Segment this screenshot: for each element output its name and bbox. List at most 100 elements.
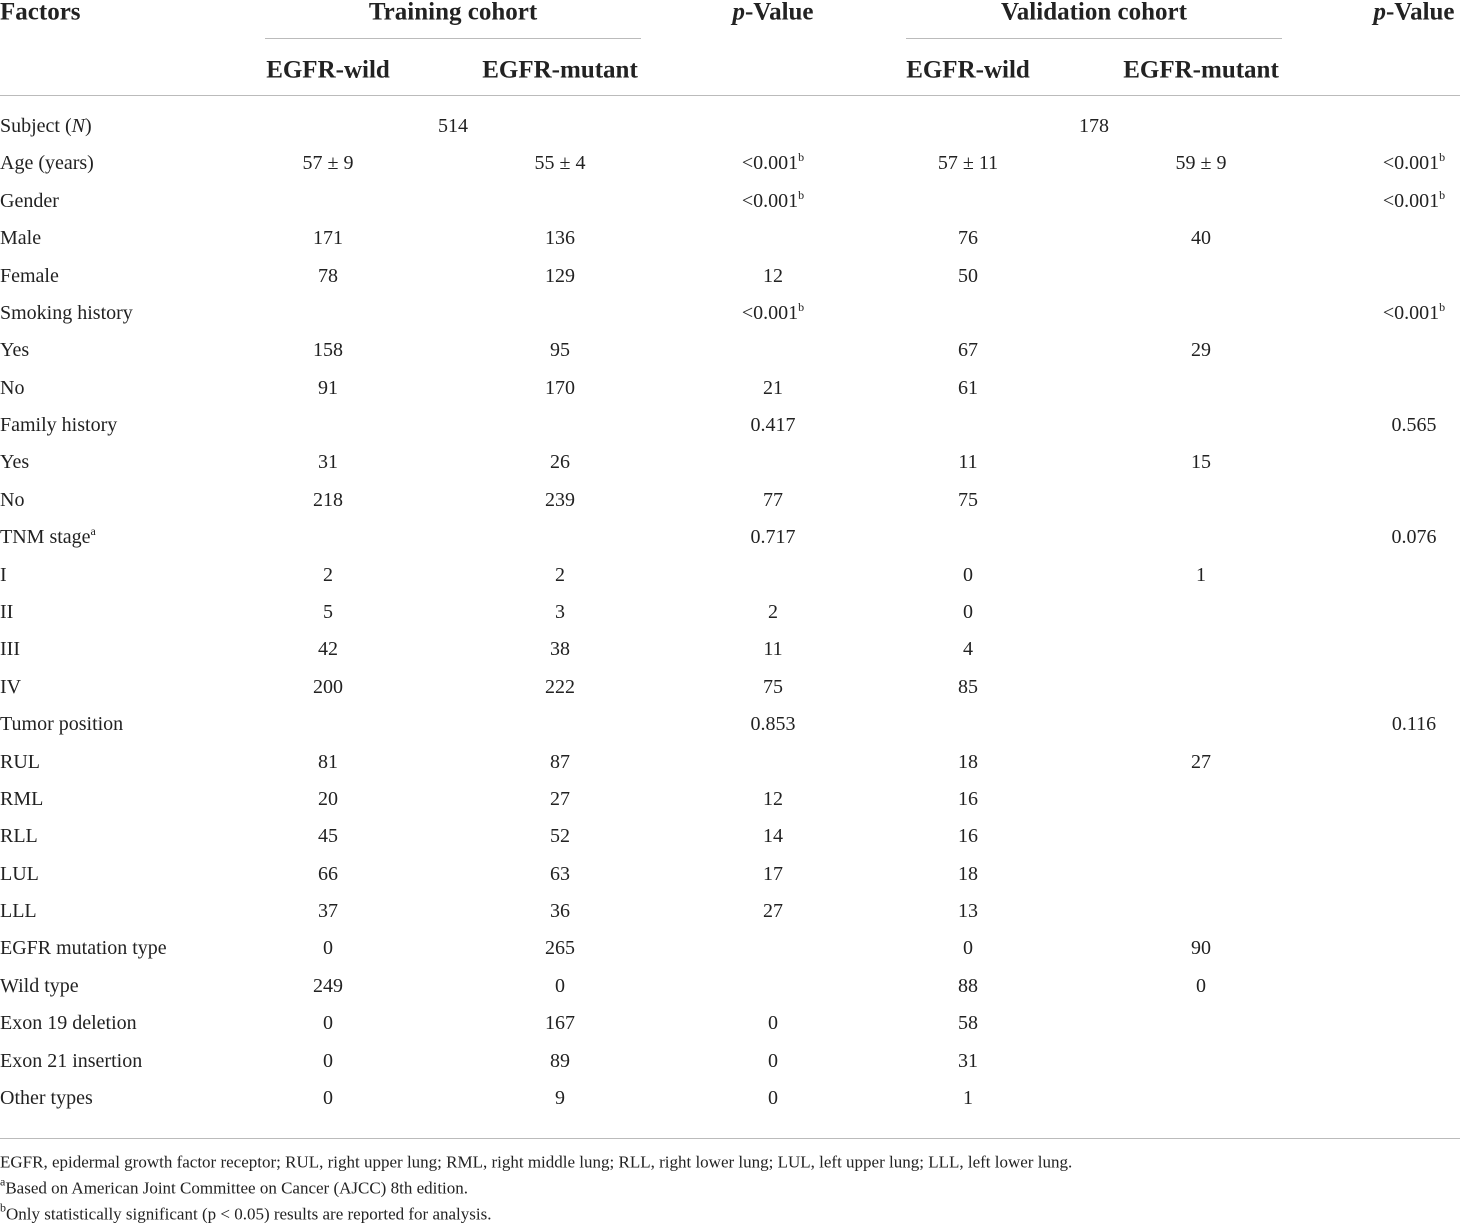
superscript: a bbox=[0, 1174, 6, 1189]
cell: <0.001b bbox=[1382, 150, 1446, 175]
row-label: Other types bbox=[0, 1087, 93, 1109]
header-cell: Validation cohort bbox=[1001, 0, 1187, 26]
row-label: No bbox=[0, 488, 25, 511]
cell: 0.853 bbox=[750, 713, 796, 736]
text: <0.001 bbox=[1382, 152, 1440, 175]
row-label: Exon 19 deletion bbox=[0, 1012, 137, 1035]
cell: 15 bbox=[1191, 451, 1211, 474]
text: EGFR, epidermal growth factor receptor; … bbox=[0, 1152, 1073, 1172]
cell: 0 bbox=[323, 1049, 333, 1072]
cell: 85 bbox=[958, 675, 978, 698]
cell: 75 bbox=[763, 675, 783, 698]
row-label: RLL bbox=[0, 825, 38, 848]
cell: 222 bbox=[545, 675, 575, 698]
cell: 12 bbox=[763, 264, 783, 287]
cell: <0.001b bbox=[741, 187, 805, 212]
header-cell: Training cohort bbox=[368, 0, 538, 26]
row-label: II bbox=[0, 601, 14, 623]
cell: 76 bbox=[958, 227, 978, 250]
cell: 36 bbox=[550, 900, 570, 923]
cell: 52 bbox=[550, 825, 570, 848]
superscript: b bbox=[798, 150, 805, 165]
row-label: RML bbox=[0, 787, 44, 810]
cell: 50 bbox=[958, 264, 978, 287]
cell: 265 bbox=[545, 937, 575, 960]
text: -Value bbox=[744, 0, 814, 26]
cell: 0 bbox=[768, 1049, 778, 1072]
text: TNM stage bbox=[0, 526, 91, 549]
cell: 77 bbox=[763, 488, 783, 511]
cell: 66 bbox=[318, 862, 338, 885]
cell: 9 bbox=[555, 1087, 565, 1109]
cell: 13 bbox=[958, 900, 978, 923]
cell: 170 bbox=[545, 376, 575, 399]
cell: 200 bbox=[313, 675, 343, 698]
footnote: aBased on American Joint Committee on Ca… bbox=[0, 1176, 468, 1197]
row-label: Age (years) bbox=[0, 152, 94, 175]
cell: 14 bbox=[763, 825, 783, 848]
cell: 3 bbox=[555, 601, 565, 623]
cell: 87 bbox=[550, 750, 570, 773]
superscript: b bbox=[1439, 150, 1446, 165]
cell: 16 bbox=[958, 787, 978, 810]
cell: 59 ± 9 bbox=[1175, 152, 1227, 175]
cell: 27 bbox=[1191, 750, 1211, 773]
cell: 40 bbox=[1191, 227, 1211, 250]
row-label: No bbox=[0, 376, 25, 399]
cell: 57 ± 11 bbox=[937, 152, 999, 175]
cell: 2 bbox=[555, 563, 565, 586]
text: Only statistically significant (p < 0.05… bbox=[6, 1204, 492, 1224]
cell: 171 bbox=[313, 227, 343, 250]
cell: 1 bbox=[963, 1087, 973, 1109]
row-label: Subject (N) bbox=[0, 116, 92, 136]
row-label: Female bbox=[0, 264, 59, 287]
cell: 0 bbox=[768, 1012, 778, 1035]
cell: 90 bbox=[1191, 937, 1211, 960]
row-label: Tumor position bbox=[0, 713, 124, 736]
cell: 29 bbox=[1191, 339, 1211, 362]
cell: 0 bbox=[963, 563, 973, 586]
cell: 4 bbox=[963, 638, 973, 661]
superscript: b bbox=[798, 187, 805, 202]
italic: N bbox=[71, 115, 85, 137]
cell: 95 bbox=[550, 339, 570, 362]
header-cell: Factors bbox=[0, 0, 81, 26]
italic: p bbox=[732, 0, 745, 26]
cell: 18 bbox=[958, 862, 978, 885]
cell: 78 bbox=[318, 264, 338, 287]
cell: 27 bbox=[763, 900, 783, 923]
cell: 42 bbox=[318, 638, 338, 661]
cell: 75 bbox=[958, 488, 978, 511]
cell: 0 bbox=[963, 601, 973, 623]
text: <0.001 bbox=[741, 301, 799, 324]
header-cell: EGFR-wild bbox=[906, 56, 1030, 84]
cell: <0.001b bbox=[1383, 189, 1445, 211]
row-label: Yes bbox=[0, 451, 30, 474]
cell: 88 bbox=[958, 974, 978, 997]
text: ) bbox=[85, 115, 92, 137]
row-label: Male bbox=[0, 227, 42, 250]
cell: 0 bbox=[323, 1087, 333, 1109]
cell: 37 bbox=[318, 900, 338, 923]
cell: 0.076 bbox=[1391, 526, 1437, 549]
cell: 239 bbox=[545, 488, 575, 511]
text: <0.001 bbox=[741, 189, 799, 212]
cell: 89 bbox=[550, 1049, 570, 1072]
cell: 0.717 bbox=[750, 526, 796, 549]
cell: 1 bbox=[1196, 563, 1206, 586]
rule bbox=[0, 95, 1460, 96]
cell: 249 bbox=[313, 974, 343, 997]
rule bbox=[906, 38, 1282, 39]
text: <0.001 bbox=[1382, 301, 1440, 324]
row-label: RUL bbox=[0, 750, 40, 773]
cell: 26 bbox=[550, 451, 570, 474]
cell: 11 bbox=[958, 451, 978, 474]
cell: 0.417 bbox=[750, 414, 796, 437]
row-label: Smoking history bbox=[0, 301, 133, 324]
cell: 11 bbox=[763, 638, 783, 661]
cell: 0 bbox=[1196, 974, 1206, 997]
cell: 218 bbox=[313, 488, 343, 511]
text: <0.001 bbox=[741, 152, 799, 175]
row-label: Wild type bbox=[0, 974, 79, 997]
row-label: LLL bbox=[0, 900, 37, 923]
